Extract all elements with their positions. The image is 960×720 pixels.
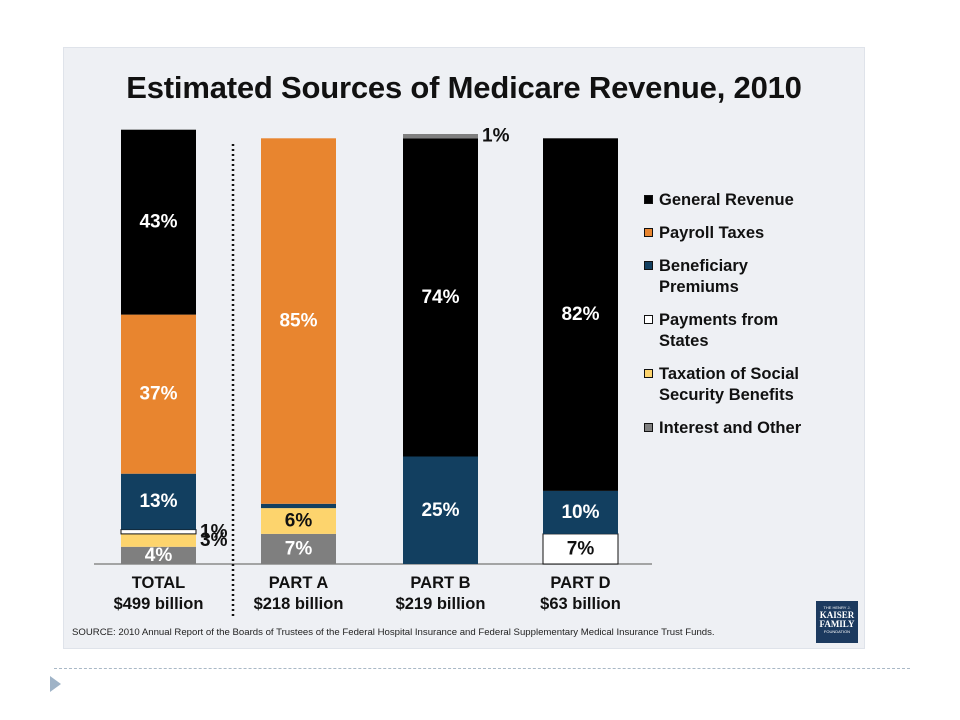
data-label: 1% bbox=[200, 521, 228, 542]
data-label: 37% bbox=[139, 384, 177, 405]
bar-segment bbox=[121, 129, 196, 315]
legend-item-taxation-of-social-security-benefits: Taxation of Social Security Benefits bbox=[644, 364, 856, 406]
legend-item-beneficiary-premiums: Beneficiary Premiums bbox=[644, 256, 856, 298]
data-label: 85% bbox=[279, 311, 317, 332]
bar-segment bbox=[261, 533, 336, 564]
bar-segment bbox=[261, 503, 336, 509]
legend-swatch-payments-from-states bbox=[644, 315, 653, 324]
bar-segment bbox=[261, 138, 336, 504]
legend: General Revenue Payroll Taxes Beneficiar… bbox=[644, 190, 856, 451]
data-label: 25% bbox=[421, 500, 459, 521]
category-label: PART D bbox=[550, 574, 610, 592]
category-subtitle: $63 billion bbox=[540, 595, 621, 613]
category-label: PART A bbox=[269, 574, 329, 592]
legend-label: Interest and Other bbox=[659, 419, 802, 437]
data-label: 4% bbox=[145, 545, 173, 566]
bar-segment bbox=[542, 533, 619, 565]
data-label: 43% bbox=[139, 212, 177, 233]
category-subtitle: $219 billion bbox=[396, 595, 486, 613]
bar-segment bbox=[120, 529, 197, 535]
data-label: 3% bbox=[200, 530, 228, 551]
source-note: SOURCE: 2010 Annual Report of the Boards… bbox=[72, 627, 715, 638]
legend-swatch-beneficiary-premiums bbox=[644, 261, 653, 270]
category-subtitle: $499 billion bbox=[114, 595, 204, 613]
bar-segment bbox=[403, 138, 478, 457]
legend-swatch-interest-and-other bbox=[644, 423, 653, 432]
next-slide-arrow-icon[interactable] bbox=[50, 676, 61, 692]
legend-item-general-revenue: General Revenue bbox=[644, 190, 856, 211]
legend-label: Payroll Taxes bbox=[659, 224, 765, 242]
data-label: 7% bbox=[567, 538, 595, 559]
category-subtitle: $218 billion bbox=[254, 595, 344, 613]
data-label: 74% bbox=[421, 287, 459, 308]
data-label: 13% bbox=[139, 491, 177, 512]
legend-swatch-general-revenue bbox=[644, 195, 653, 204]
legend-item-payroll-taxes: Payroll Taxes bbox=[644, 223, 856, 244]
bar-segment bbox=[121, 314, 196, 474]
footer-divider bbox=[54, 668, 910, 669]
legend-item-interest-and-other: Interest and Other bbox=[644, 418, 856, 439]
legend-swatch-payroll-taxes bbox=[644, 228, 653, 237]
stacked-bar-chart: 4% 7% 3% 6% 1% 7% 13% 25% 10% 37% 85% 43% 74% 82% 1% TO… bbox=[94, 126, 652, 618]
legend-label: Payments from States bbox=[659, 311, 779, 350]
kaiser-family-foundation-logo: THE HENRY J. KAISER FAMILY FOUNDATION bbox=[816, 601, 858, 643]
data-label: 10% bbox=[561, 502, 599, 523]
legend-label: Beneficiary Premiums bbox=[659, 257, 748, 296]
bar-segment bbox=[543, 490, 618, 534]
legend-swatch-taxation-of-social-security bbox=[644, 369, 653, 378]
bar-segment bbox=[543, 138, 618, 491]
bar-segment bbox=[121, 533, 196, 547]
category-label: PART B bbox=[410, 574, 470, 592]
legend-item-payments-from-states: Payments from States bbox=[644, 310, 856, 352]
bar-segment bbox=[121, 473, 196, 530]
data-label: 6% bbox=[285, 511, 313, 532]
category-label: TOTAL bbox=[132, 574, 185, 592]
chart-slide: Estimated Sources of Medicare Revenue, 2… bbox=[64, 48, 864, 648]
data-label: 1% bbox=[482, 126, 510, 147]
data-label: 7% bbox=[285, 538, 313, 559]
bar-segment bbox=[403, 456, 478, 564]
bar-segment bbox=[261, 508, 336, 534]
bar-segment bbox=[403, 134, 478, 139]
data-label: 82% bbox=[561, 304, 599, 325]
bar-segment bbox=[121, 546, 196, 564]
legend-label: Taxation of Social Security Benefits bbox=[659, 365, 799, 404]
chart-title: Estimated Sources of Medicare Revenue, 2… bbox=[126, 70, 802, 105]
legend-label: General Revenue bbox=[659, 191, 794, 209]
